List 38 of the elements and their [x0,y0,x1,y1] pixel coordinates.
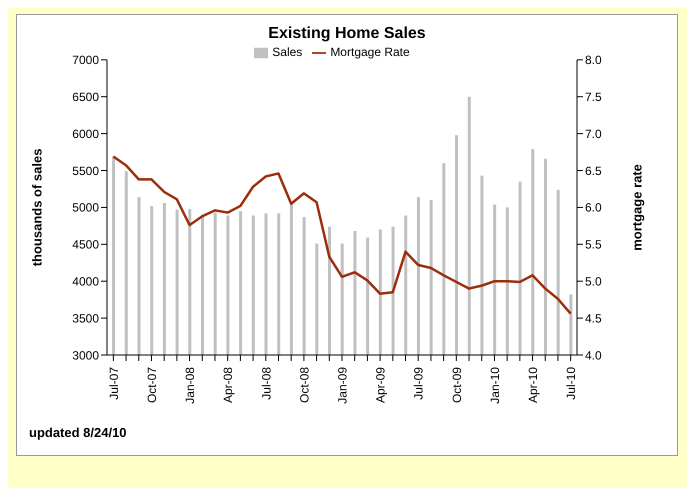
x-tick-label: Jan-08 [183,366,198,404]
text: updated 8/24/10 [29,425,127,440]
y2-tick-label: 6.0 [585,200,602,215]
y-tick-label: 3000 [72,348,100,362]
y2-tick-label: 7.5 [585,90,602,104]
chart-title: Existing Home Sales [267,25,427,43]
x-tick-label: Apr-09 [374,366,388,404]
y-tick-label: 6500 [72,90,100,104]
y-axis-title: thousands of sales [30,148,45,266]
x-tick-label: Apr-10 [526,366,540,404]
x-tick-label: Jul-07 [106,366,121,400]
y2-tick-label: 4.0 [585,348,602,362]
x-tick-label: Jan-09 [336,366,350,404]
y2-tick-label: 5.5 [585,238,602,252]
y-tick-label: 7000 [72,53,100,68]
y-tick-label: 6000 [72,126,100,141]
x-tick-label: Jul-10 [564,366,578,400]
x-tick-label: Oct-09 [450,366,464,404]
x-tick-label: Jan-10 [488,366,502,404]
y2-tick-label: 4.5 [585,311,602,326]
x-tick-label: Apr-08 [221,366,236,404]
y2-axis-title: mortgage rate [630,164,645,251]
y2-tick-label: 7.0 [585,126,602,141]
y2-tick-label: 6.5 [585,164,602,178]
legend-label: Mortgage Rate [330,45,410,59]
x-tick-label: Oct-08 [297,366,312,404]
x-tick-label: Jul-08 [259,366,274,400]
y2-tick-label: 5.0 [585,274,602,288]
y2-tick-label: 8.0 [585,53,602,68]
y-tick-label: 5500 [72,164,100,178]
y-tick-label: 3500 [72,311,100,326]
y-tick-label: 4000 [72,274,100,288]
x-tick-label: Jul-09 [412,366,426,400]
x-tick-label: Oct-07 [144,366,159,404]
legend-label: Sales [272,45,302,59]
line-series [112,155,572,315]
y-tick-label: 4500 [72,238,100,252]
y-tick-label: 5000 [72,200,100,215]
